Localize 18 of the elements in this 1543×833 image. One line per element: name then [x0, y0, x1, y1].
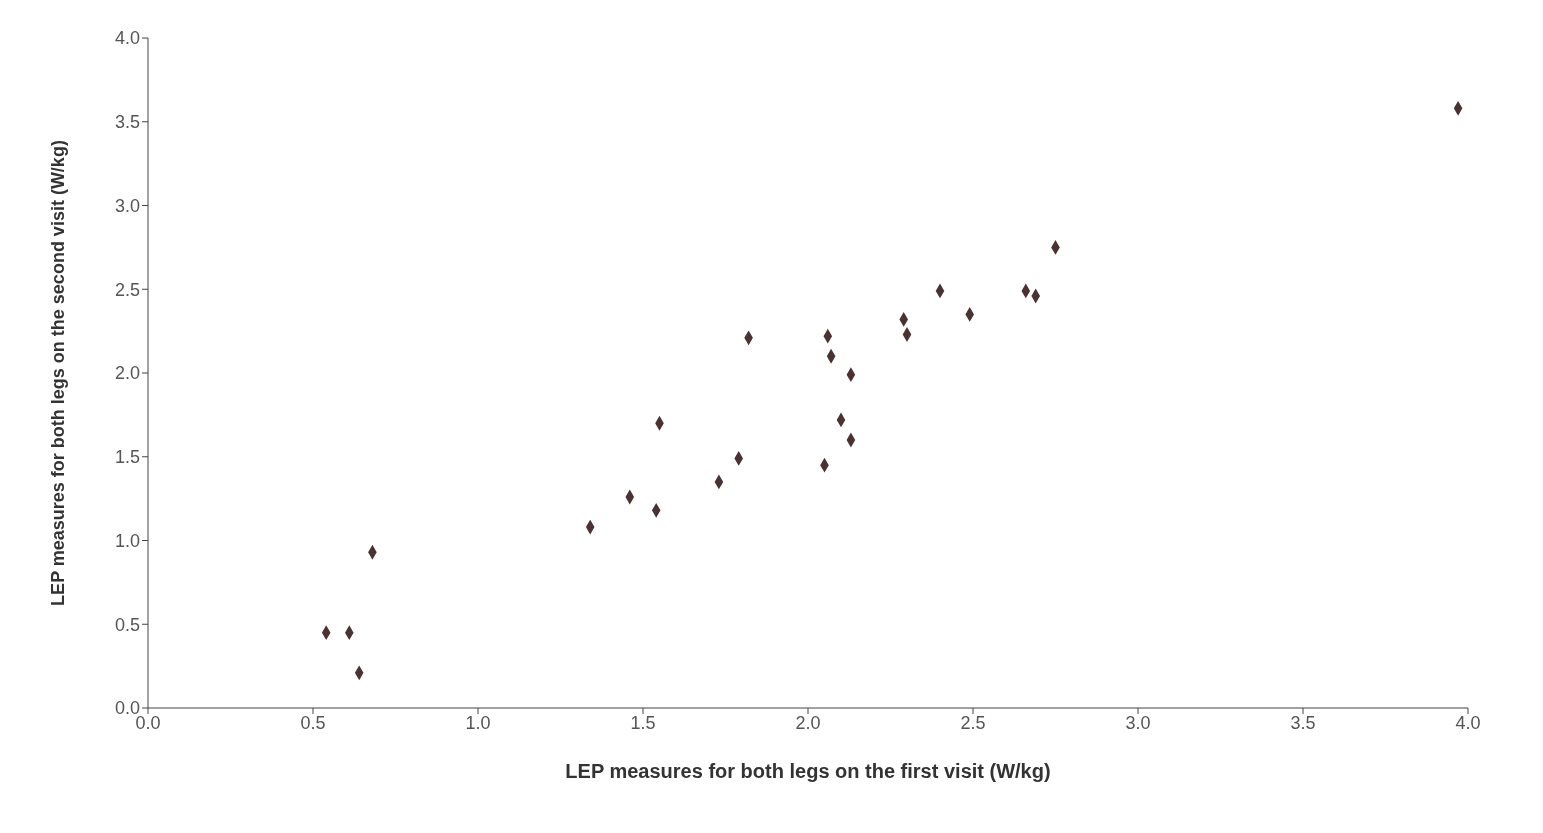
- x-axis-title: LEP measures for both legs on the first visit (W/kg): [565, 760, 1051, 782]
- x-tick-label: 3.0: [1125, 712, 1151, 733]
- y-tick-label: 1.5: [114, 447, 140, 468]
- x-tick-label: 2.0: [795, 712, 821, 733]
- y-tick-label: 4.0: [114, 28, 140, 49]
- x-tick-label: 1.0: [465, 712, 491, 733]
- y-axis-title: LEP measures for both legs on the second visit (W/kg): [48, 140, 69, 606]
- x-tick-label: 3.5: [1290, 712, 1316, 733]
- x-tick-label: 0.5: [300, 712, 326, 733]
- x-tick-label: 1.5: [630, 712, 656, 733]
- x-tick-label: 2.5: [960, 712, 986, 733]
- y-tick-label: 0.5: [114, 614, 140, 635]
- y-tick-label: 3.0: [114, 195, 140, 216]
- y-tick-label: 2.5: [114, 279, 140, 300]
- y-tick-label: 2.0: [114, 363, 140, 384]
- y-tick-label: 3.5: [114, 112, 140, 133]
- y-tick-label: 1.0: [114, 530, 140, 551]
- x-tick-label: 4.0: [1455, 712, 1481, 733]
